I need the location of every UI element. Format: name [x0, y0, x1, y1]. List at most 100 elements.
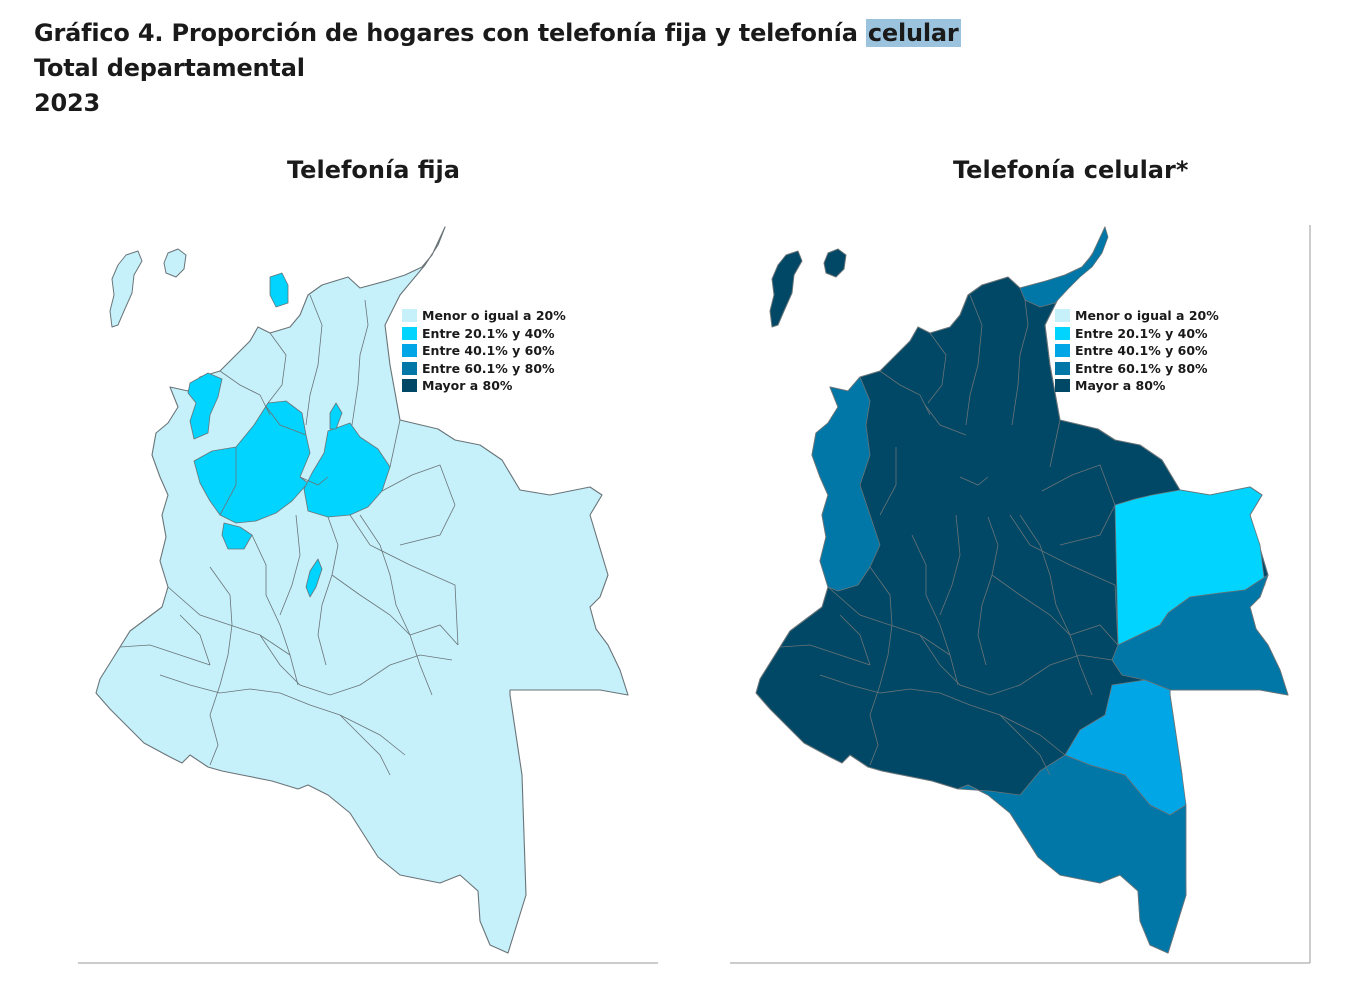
mobile-legend-swatch: [1055, 326, 1070, 340]
landline-department-border: [409, 624, 459, 646]
mobile-legend-label: Entre 20.1% y 40%: [1075, 325, 1208, 341]
mobile-legend-label: Entre 60.1% y 80%: [1075, 360, 1208, 376]
heading-line-1: Gráfico 4. Proporción de hogares con tel…: [34, 16, 961, 51]
landline-region-atlantico: [269, 272, 289, 308]
landline-legend-label: Entre 20.1% y 40%: [422, 325, 555, 341]
mobile-department-border: [779, 644, 871, 666]
mobile-legend-swatch: [1055, 344, 1070, 358]
landline-department-border: [219, 447, 237, 516]
mobile-region-san-andres: [769, 250, 803, 328]
mobile-department-border: [1041, 464, 1116, 506]
mobile-legend-item: Mayor a 80%: [1055, 377, 1219, 395]
map-mobile: [730, 225, 1311, 964]
landline-department-border: [351, 299, 369, 426]
landline-region-providencia: [163, 248, 187, 278]
landline-department-border: [179, 614, 211, 666]
landline-department-border: [251, 534, 299, 686]
landline-legend-swatch: [402, 361, 417, 375]
mobile-department-border: [1009, 514, 1119, 646]
landline-region-cordoba: [187, 372, 223, 440]
chart-heading: Gráfico 4. Proporción de hogares con tel…: [34, 16, 961, 121]
landline-department-border: [267, 332, 287, 404]
heading-line-2: Total departamental: [34, 54, 305, 82]
landline-department-border: [389, 419, 401, 468]
mobile-department-border: [991, 574, 1071, 636]
mobile-department-border: [927, 332, 947, 404]
mobile-legend-item: Entre 60.1% y 80%: [1055, 360, 1219, 378]
landline-department-border: [279, 514, 301, 616]
landline-department-border: [209, 714, 219, 766]
mobile-department-border: [819, 674, 1066, 756]
landline-region-risaralda: [329, 402, 343, 430]
mobile-department-border: [924, 404, 967, 436]
landline-legend-swatch: [402, 326, 417, 340]
landline-department-border: [339, 714, 391, 776]
landline-legend-item: Entre 20.1% y 40%: [402, 325, 566, 343]
landline-department-border: [264, 404, 307, 436]
landline-region-san-andres: [109, 250, 143, 328]
mobile-department-border: [1069, 624, 1119, 646]
mobile-legend-label: Mayor a 80%: [1075, 378, 1166, 394]
landline-department-border: [331, 574, 411, 636]
mobile-legend-item: Entre 40.1% y 60%: [1055, 342, 1219, 360]
mobile-legend-label: Menor o igual a 20%: [1075, 308, 1219, 324]
landline-department-border: [259, 634, 453, 696]
mobile-legend-swatch: [1055, 309, 1070, 323]
landline-department-border: [299, 476, 329, 486]
landline-country-outline: [95, 226, 629, 954]
mobile-legend-item: Entre 20.1% y 40%: [1055, 325, 1219, 343]
legend-mobile: Menor o igual a 20% Entre 20.1% y 40% Entr…: [1055, 307, 1219, 395]
legend-landline: Menor o igual a 20% Entre 20.1% y 40% Entr…: [402, 307, 566, 395]
mobile-department-border: [879, 447, 897, 516]
mobile-department-border: [1059, 504, 1116, 546]
heading-year: 2023: [34, 89, 100, 117]
landline-legend-label: Menor o igual a 20%: [422, 308, 566, 324]
mobile-department-border: [999, 714, 1051, 776]
landline-region-caldas: [221, 522, 253, 550]
landline-legend-item: Mayor a 80%: [402, 377, 566, 395]
map-landline: [78, 226, 658, 964]
landline-legend-swatch: [402, 309, 417, 323]
mobile-region-amazonas: [957, 754, 1187, 954]
mobile-legend-swatch: [1055, 361, 1070, 375]
landline-legend-item: Entre 60.1% y 80%: [402, 360, 566, 378]
mobile-department-border: [1049, 419, 1061, 468]
landline-department-border: [359, 514, 433, 696]
landline-department-border: [317, 516, 339, 666]
landline-department-border: [381, 464, 456, 506]
mobile-department-border: [959, 476, 989, 486]
landline-department-border: [167, 586, 291, 656]
mobile-department-border: [827, 586, 951, 656]
landline-department-border: [209, 566, 233, 716]
landline-department-border: [399, 504, 456, 546]
landline-legend-item: Menor o igual a 20%: [402, 307, 566, 325]
mobile-region-providencia: [823, 248, 847, 278]
mobile-department-border: [869, 566, 893, 716]
mobile-legend-item: Menor o igual a 20%: [1055, 307, 1219, 325]
landline-department-border: [219, 370, 271, 416]
landline-region-santander: [303, 422, 391, 518]
landline-legend-item: Entre 40.1% y 60%: [402, 342, 566, 360]
landline-department-border: [349, 514, 459, 646]
landline-legend-swatch: [402, 379, 417, 393]
heading-title-prefix: Gráfico 4. Proporción de hogares con tel…: [34, 19, 858, 47]
landline-legend-label: Entre 60.1% y 80%: [422, 360, 555, 376]
mobile-legend-label: Entre 40.1% y 60%: [1075, 343, 1208, 359]
map-title-landline: Telefonía fija: [287, 156, 460, 184]
mobile-department-border: [839, 614, 871, 666]
landline-department-border: [305, 294, 323, 426]
mobile-region-choco: [811, 376, 881, 592]
map-title-mobile: Telefonía celular*: [953, 156, 1189, 184]
mobile-department-border: [977, 516, 999, 666]
mobile-legend-swatch: [1055, 379, 1070, 393]
mobile-department-border: [911, 534, 959, 686]
landline-legend-label: Mayor a 80%: [422, 378, 513, 394]
mobile-department-border: [1011, 299, 1029, 426]
landline-department-border: [159, 674, 406, 756]
mobile-department-border: [1019, 514, 1093, 696]
heading-title-highlight: celular: [865, 19, 961, 47]
landline-region-bogota: [305, 558, 323, 598]
landline-legend-swatch: [402, 344, 417, 358]
mobile-region-guajira: [1019, 226, 1109, 308]
landline-department-border: [119, 644, 211, 666]
